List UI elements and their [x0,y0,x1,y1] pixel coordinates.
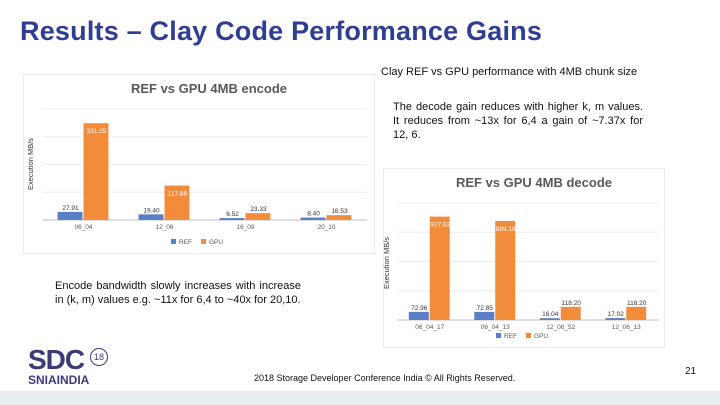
legend-label-gpu: GPU [534,333,548,340]
encode-chart: REF vs GPU 4MB encode Execution MB/s 27.91… [23,74,375,254]
data-label: 6.52 [226,211,239,218]
bar-gpu [626,306,647,320]
copyright-footer: 2018 Storage Developer Conference India … [254,373,516,383]
legend-label-ref: REF [504,333,517,340]
data-label: 8.40 [307,211,320,218]
x-tick-label: 12_06 [155,224,173,231]
slide-title: Results – Clay Code Performance Gains [20,16,543,46]
bar-ref [605,318,626,320]
x-tick-label: 16_09 [236,224,254,231]
chart-frame [383,168,665,348]
bar-ref [474,311,495,320]
bar-gpu [83,123,109,220]
logo-snia: SNIA [28,373,57,387]
page-number: 21 [685,366,697,377]
sdc-logo: SDC 18 SNIAINDIA [28,346,118,388]
data-label: 118.20 [627,300,647,307]
x-tick-label: 06_04_13 [481,324,510,331]
data-label: 927.83 [430,222,450,229]
x-tick-label: 12_06_13 [612,324,641,331]
bar-ref [219,218,245,220]
bar-ref [57,211,83,220]
logo-badge: 18 [90,348,108,366]
chart-title: REF vs GPU 4MB encode [131,81,287,96]
legend-swatch-gpu [526,333,531,338]
x-tick-label: 06_04_17 [415,324,444,331]
legend-swatch-ref [496,333,501,338]
data-label: 17.02 [608,311,625,318]
legend-swatch-gpu [201,239,206,244]
data-label: 117.88 [168,191,188,198]
bar-ref [138,214,164,220]
encode-chart-svg: REF vs GPU 4MB encode Execution MB/s 27.91… [23,74,375,254]
x-tick-label: 20_10 [317,224,335,231]
bar-gpu [495,220,516,320]
chart-title: REF vs GPU 4MB decode [456,175,612,190]
data-label: 72.96 [411,305,428,312]
logo-sdc-text: SDC [28,344,85,375]
data-label: 19.40 [143,207,160,214]
bar-gpu [560,306,581,320]
data-label: 331.25 [87,128,107,135]
bar-ref [300,217,326,220]
encode-note: Encode bandwidth slowly increases with i… [55,280,301,306]
bar-gpu [164,185,190,220]
x-tick-label: 06_04 [74,224,92,231]
data-label: 27.91 [62,205,79,212]
decode-note: The decode gain reduces with higher k, m… [393,101,643,141]
decode-chart-svg: REF vs GPU 4MB decode Execution MB/s 72.96… [383,168,665,348]
data-label: 16.53 [331,208,348,215]
decorative-bottom-strip [0,391,720,405]
logo-india: INDIA [56,373,90,387]
bar-gpu [429,216,450,320]
data-label: 16.04 [542,311,559,318]
x-tick-label: 12_06_52 [546,324,575,331]
data-label: 23.33 [250,206,267,213]
bar-ref [539,318,560,320]
bar-gpu [245,213,271,220]
legend-label-gpu: GPU [209,239,223,246]
bar-gpu [326,215,352,220]
data-label: 72.85 [477,305,494,312]
logo-snia-india: SNIAINDIA [28,373,89,387]
legend-swatch-ref [171,239,176,244]
chart-subtitle: Clay REF vs GPU performance with 4MB chu… [381,66,638,78]
bar-ref [408,311,429,320]
data-label: 889.18 [496,226,516,233]
y-axis-label: Execution MB/s [26,138,35,190]
data-label: 118.20 [562,300,582,307]
legend-label-ref: REF [179,239,192,246]
y-axis-label: Execution MB/s [383,237,391,289]
decode-chart: REF vs GPU 4MB decode Execution MB/s 72.96… [383,168,665,348]
